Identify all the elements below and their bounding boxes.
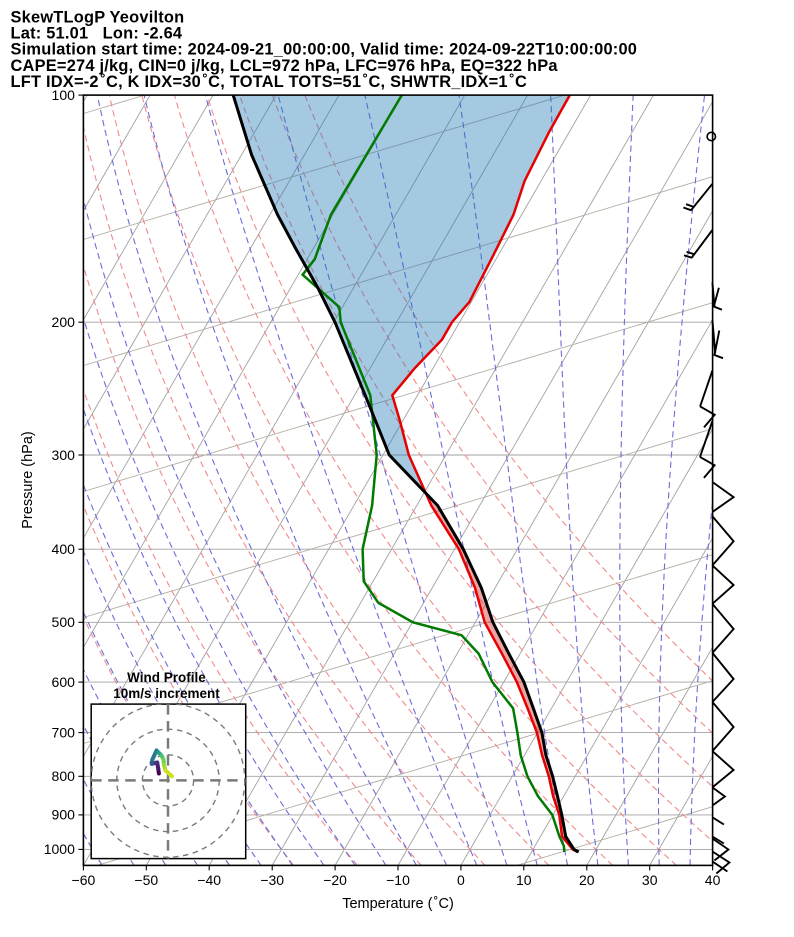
svg-text:300: 300 <box>52 447 76 463</box>
svg-text:40: 40 <box>705 872 721 888</box>
svg-text:CAPE=274 j/kg, CIN=0 j/kg, LCL: CAPE=274 j/kg, CIN=0 j/kg, LCL=972 hPa, … <box>11 57 559 75</box>
svg-text:−40: −40 <box>197 872 221 888</box>
svg-text:Pressure (hPa): Pressure (hPa) <box>20 431 36 529</box>
svg-text:−10: −10 <box>386 872 410 888</box>
svg-text:600: 600 <box>52 674 76 690</box>
svg-text:700: 700 <box>52 724 76 740</box>
svg-text:10m/s increment: 10m/s increment <box>113 686 220 701</box>
svg-text:100: 100 <box>52 87 76 103</box>
svg-text:−20: −20 <box>323 872 347 888</box>
svg-text:Simulation start time: 2024-09: Simulation start time: 2024-09-21_00:00:… <box>11 41 638 59</box>
svg-text:200: 200 <box>52 314 76 330</box>
svg-text:20: 20 <box>579 872 595 888</box>
svg-text:Wind Profile: Wind Profile <box>127 670 206 685</box>
svg-text:LFT IDX=-2 ˚C, K IDX=30 ˚C, TO: LFT IDX=-2 ˚C, K IDX=30 ˚C, TOTAL TOTS=5… <box>11 73 528 91</box>
svg-text:−60: −60 <box>72 872 96 888</box>
svg-text:0: 0 <box>457 872 465 888</box>
svg-text:900: 900 <box>52 807 76 823</box>
svg-text:400: 400 <box>52 541 76 557</box>
svg-text:−50: −50 <box>134 872 158 888</box>
svg-text:−30: −30 <box>260 872 284 888</box>
svg-text:1000: 1000 <box>44 841 75 857</box>
svg-text:500: 500 <box>52 614 76 630</box>
svg-text:SkewTLogP Yeovilton: SkewTLogP Yeovilton <box>11 8 185 26</box>
svg-text:10: 10 <box>516 872 532 888</box>
svg-text:Temperature ( ˚C): Temperature ( ˚C) <box>342 896 454 912</box>
svg-text:Lat: 51.01 Lon: -2.64: Lat: 51.01 Lon: -2.64 <box>11 25 183 43</box>
svg-text:30: 30 <box>642 872 658 888</box>
svg-text:800: 800 <box>52 768 76 784</box>
